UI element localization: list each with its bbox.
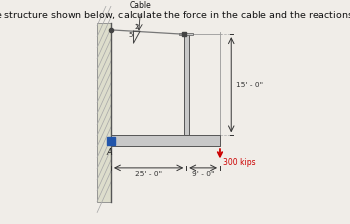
Bar [97,23,111,202]
Text: 15' - 0": 15' - 0" [236,82,263,88]
Text: A: A [106,148,112,157]
Text: 25' - 0": 25' - 0" [135,171,162,177]
Text: 2: 2 [135,24,139,30]
Bar [184,34,189,135]
Text: 2.  For the structure shown below, calculate the force in the cable and the reac: 2. For the structure shown below, calcul… [0,9,350,22]
Text: 300 kips: 300 kips [223,158,255,167]
Text: 9' - 0": 9' - 0" [192,171,214,177]
Text: Cable: Cable [130,1,151,10]
Bar [179,33,193,35]
Bar [111,135,220,146]
Text: 5: 5 [128,32,133,38]
